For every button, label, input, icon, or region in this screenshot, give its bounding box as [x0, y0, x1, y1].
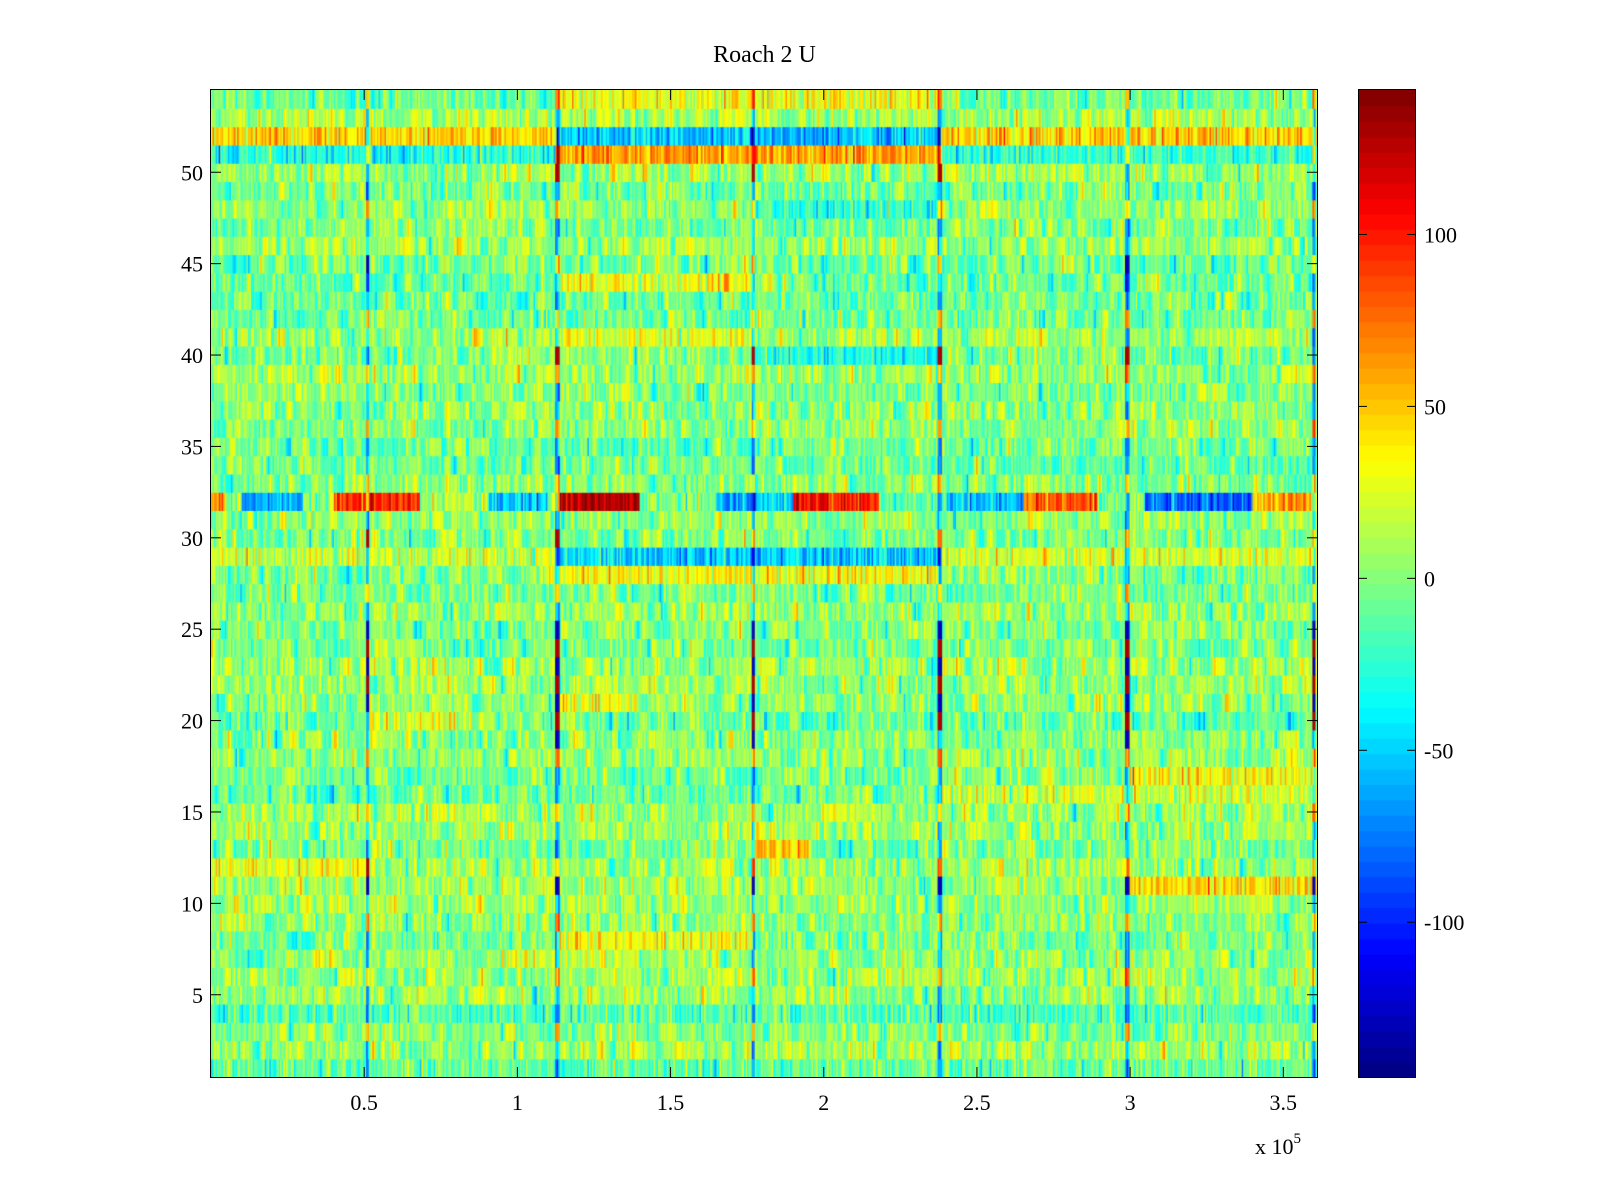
x-tick-label: 2 [818, 1090, 829, 1115]
x-tick-label: 3.5 [1270, 1090, 1298, 1115]
x-tick-label: 2.5 [963, 1090, 991, 1115]
colorbar-tick-label: 100 [1424, 222, 1457, 247]
y-tick-label: 40 [181, 343, 203, 368]
x-axis-multiplier: x 105 [1255, 1131, 1301, 1159]
chart-title: Roach 2 U [713, 42, 816, 68]
x-tick-label: 3 [1125, 1090, 1136, 1115]
y-tick-label: 5 [192, 983, 203, 1008]
y-tick-label: 25 [181, 617, 203, 642]
y-tick-label: 15 [181, 800, 203, 825]
colorbar-tick-label: -50 [1424, 738, 1453, 763]
heatmap-image [211, 90, 1317, 1077]
y-tick-label: 50 [181, 160, 203, 185]
x-multiplier-base: x 10 [1255, 1134, 1294, 1159]
colorbar-tick-label: 50 [1424, 394, 1446, 419]
colorbar-gradient [1359, 90, 1415, 1077]
x-tick-label: 1 [512, 1090, 523, 1115]
y-tick-label: 20 [181, 709, 203, 734]
colorbar-tick-label: 0 [1424, 566, 1435, 591]
colorbar-tick-label: -100 [1424, 910, 1464, 935]
x-multiplier-exponent: 5 [1294, 1131, 1302, 1147]
y-tick-label: 35 [181, 434, 203, 459]
y-tick-label: 30 [181, 526, 203, 551]
y-tick-label: 45 [181, 252, 203, 277]
x-tick-label: 1.5 [657, 1090, 685, 1115]
x-tick-label: 0.5 [350, 1090, 378, 1115]
y-tick-label: 10 [181, 891, 203, 916]
